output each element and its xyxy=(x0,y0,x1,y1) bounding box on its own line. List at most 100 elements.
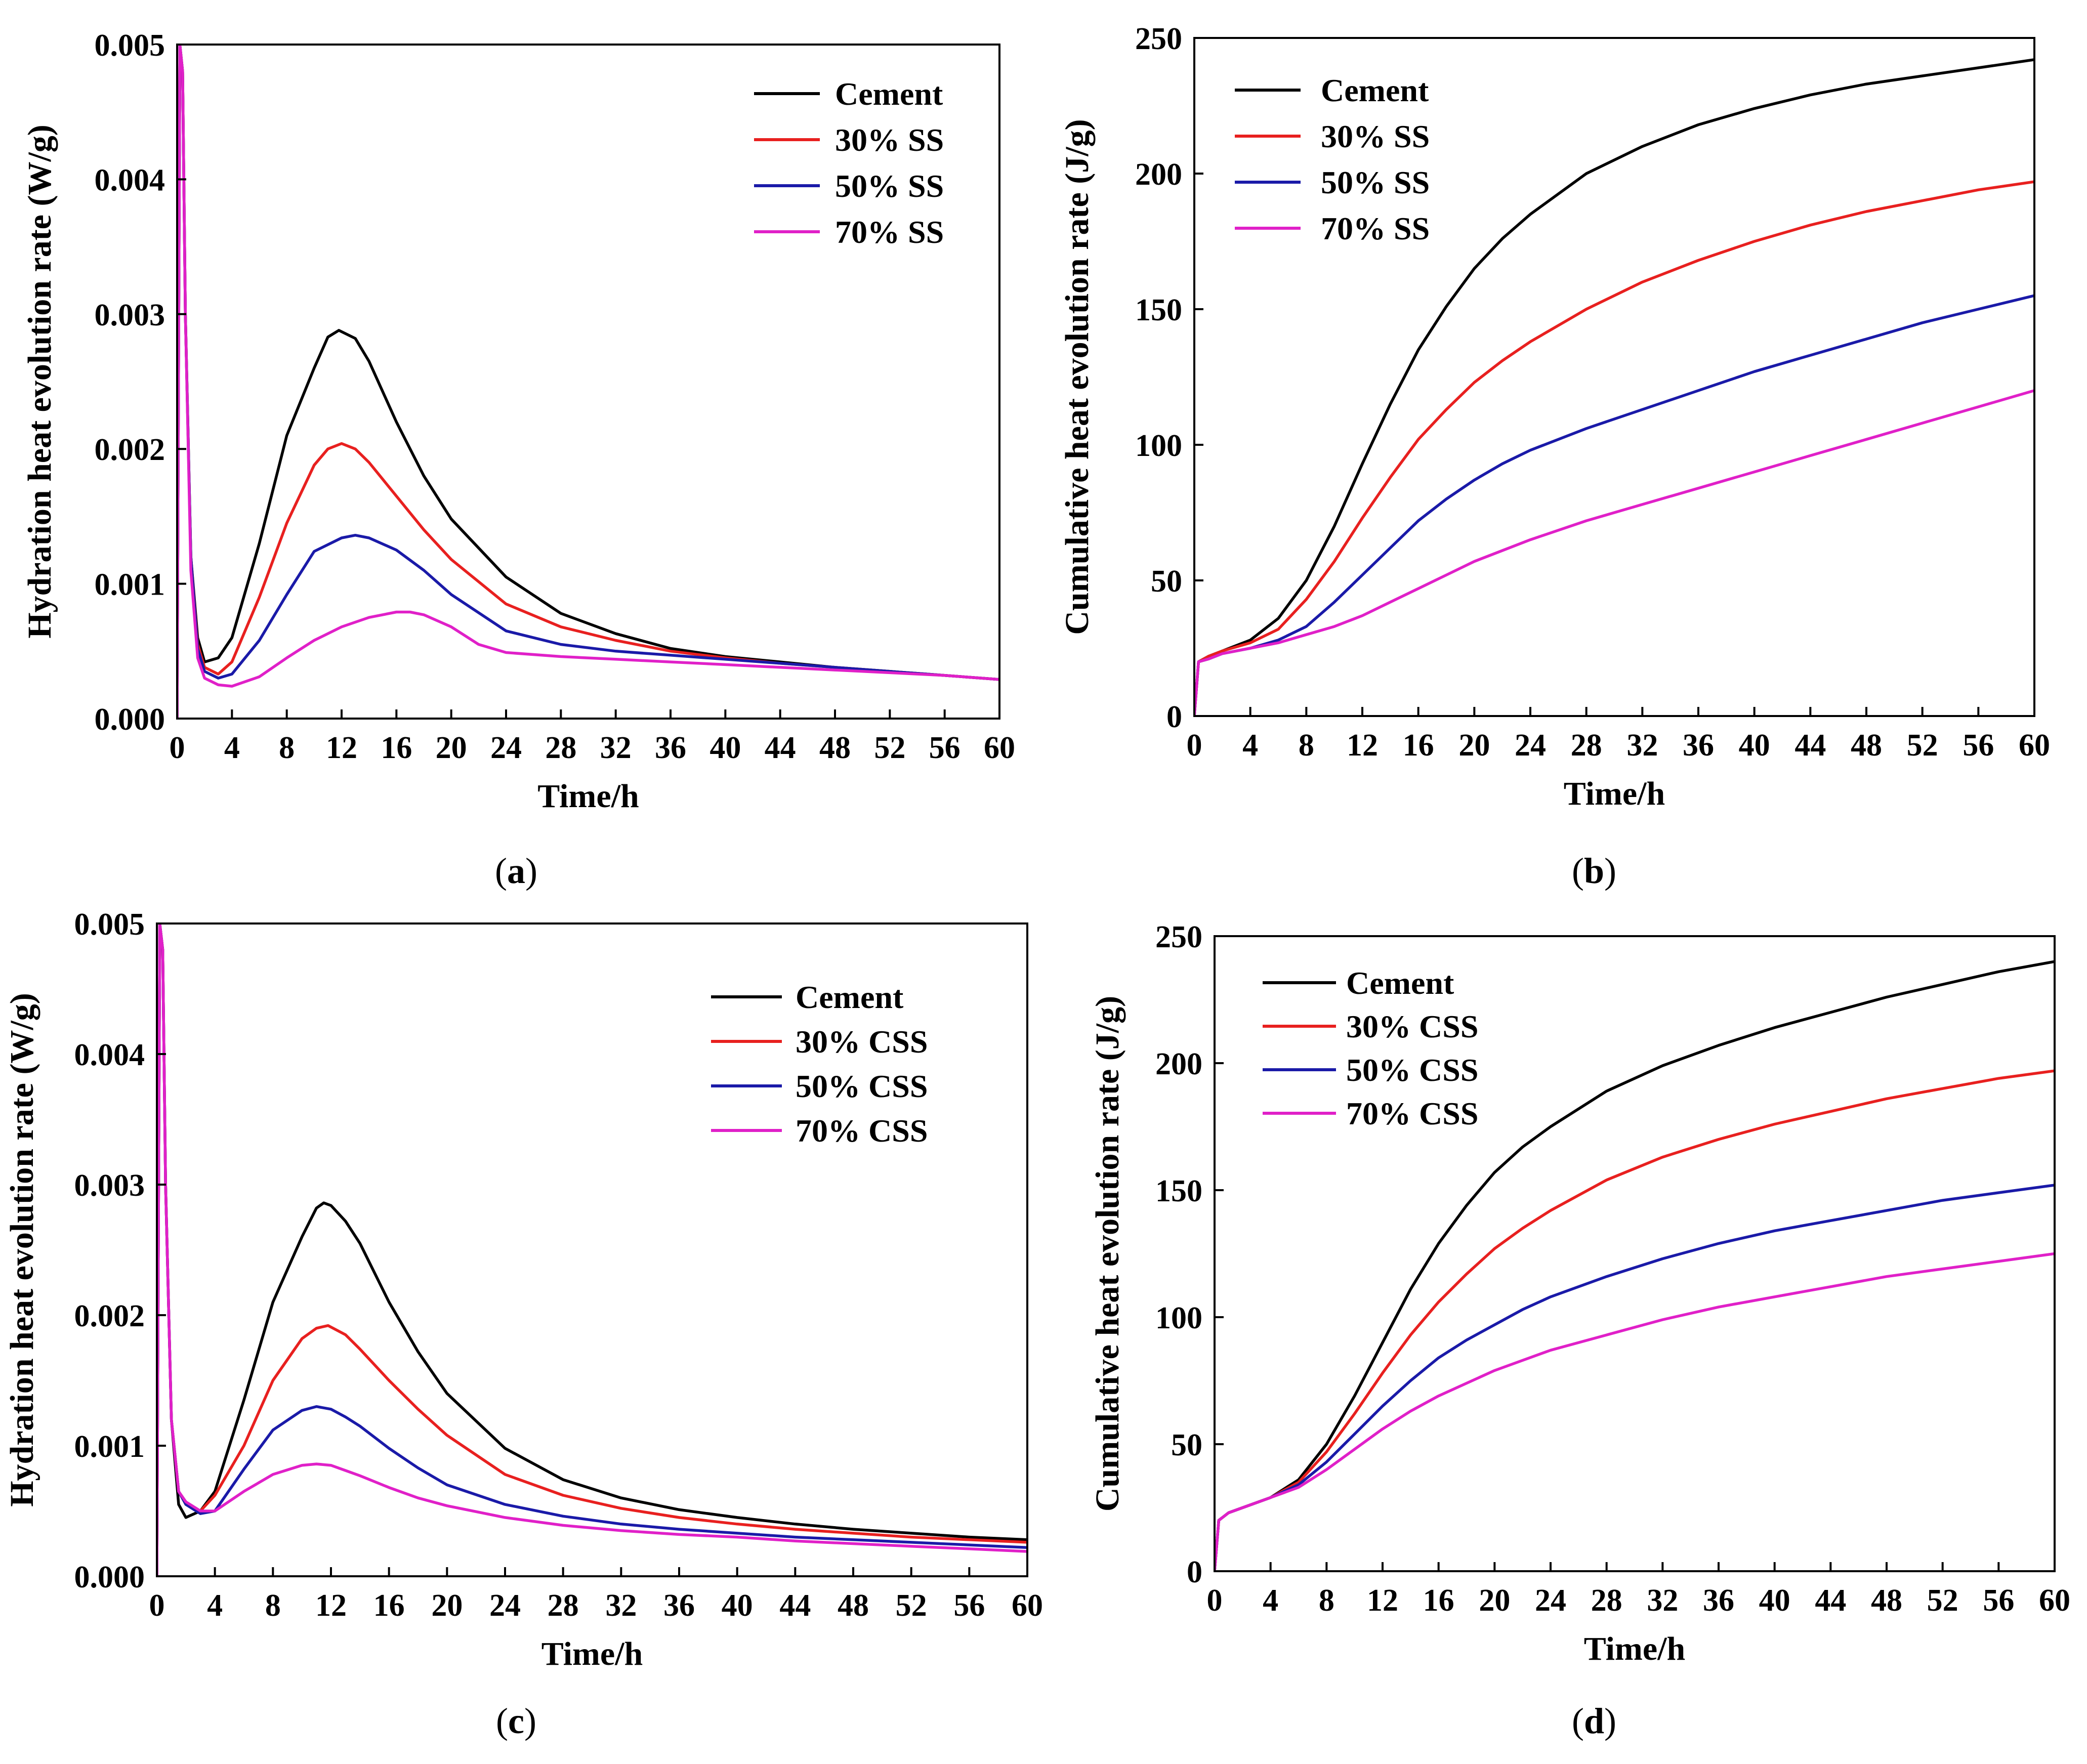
legend-label: 70% SS xyxy=(1321,211,1430,246)
series-line-70-css xyxy=(1215,1252,2055,1571)
legend-label: Cement xyxy=(796,979,904,1015)
series-line-30-css xyxy=(157,923,1027,1576)
series-line-cement xyxy=(1194,58,2034,716)
chart-panel-d: 0 4 8 12 16 20 24 28 32 36 40 44 48 52 56 6005010015020… xyxy=(1089,920,2070,1741)
x-tick-label: 44 xyxy=(765,731,796,765)
x-tick-label: 8 xyxy=(1299,728,1314,763)
x-tick-label: 56 xyxy=(953,1588,985,1623)
y-tick-label: 0.000 xyxy=(74,1560,145,1594)
legend-label: Cement xyxy=(835,76,943,112)
x-tick-label: 48 xyxy=(1871,1583,1902,1618)
y-tick-label: 250 xyxy=(1155,920,1202,954)
x-tick-label: 4 xyxy=(207,1588,223,1623)
x-tick-label: 56 xyxy=(1963,728,1994,763)
x-axis-title: Time/h xyxy=(1564,775,1665,812)
x-tick-label: 24 xyxy=(1515,728,1546,763)
x-tick-label: 48 xyxy=(838,1588,869,1623)
y-tick-label: 0.000 xyxy=(95,702,165,737)
chart-panel-b: 0 4 8 12 16 20 24 28 32 36 40 44 48 52 56 6005010015020… xyxy=(1059,22,2050,891)
y-tick-label: 0.005 xyxy=(74,907,145,942)
panel-caption: (b) xyxy=(1572,851,1616,891)
x-tick-label: 60 xyxy=(2039,1583,2070,1618)
x-tick-label: 12 xyxy=(315,1588,347,1623)
legend: Cement 30% SS 50% SS 70% SS xyxy=(1235,72,1430,246)
y-tick-label: 100 xyxy=(1135,429,1182,463)
series-line-30-ss xyxy=(1194,180,2034,716)
x-tick-label: 48 xyxy=(819,731,851,765)
plot-frame xyxy=(1193,37,2035,717)
x-tick-label: 56 xyxy=(1983,1583,2014,1618)
legend-label: 70% CSS xyxy=(796,1113,928,1149)
x-tick-label: 12 xyxy=(1347,728,1378,763)
y-tick-label: 200 xyxy=(1155,1047,1202,1081)
x-tick-label: 0 xyxy=(170,731,185,765)
legend-label: 70% SS xyxy=(835,214,944,250)
legend-label: 70% CSS xyxy=(1346,1096,1478,1131)
x-tick-label: 8 xyxy=(1319,1583,1334,1618)
y-tick-label: 0.002 xyxy=(74,1299,145,1333)
x-tick-label: 20 xyxy=(1458,728,1490,763)
x-tick-label: 48 xyxy=(1851,728,1882,763)
x-tick-label: 16 xyxy=(373,1588,405,1623)
x-tick-label: 0 xyxy=(1207,1583,1223,1618)
x-axis-title: Time/h xyxy=(537,778,639,815)
x-tick-label: 4 xyxy=(224,731,240,765)
series-line-70-css xyxy=(157,923,1027,1576)
x-tick-label: 52 xyxy=(1907,728,1938,763)
legend-label: 30% SS xyxy=(835,122,944,158)
legend: Cement 30% SS 50% SS 70% SS xyxy=(754,76,944,250)
x-tick-label: 16 xyxy=(1403,728,1434,763)
x-tick-label: 40 xyxy=(1759,1583,1790,1618)
y-tick-label: 100 xyxy=(1155,1301,1202,1335)
x-tick-label: 28 xyxy=(1571,728,1602,763)
y-axis-title: Cumulative heat evolution rate (J/g) xyxy=(1059,119,1096,635)
panel-caption: (d) xyxy=(1572,1701,1616,1741)
x-tick-label: 0 xyxy=(149,1588,165,1623)
x-tick-label: 60 xyxy=(1012,1588,1043,1623)
plot-frame xyxy=(156,922,1028,1577)
x-tick-label: 24 xyxy=(489,1588,521,1623)
x-tick-label: 28 xyxy=(548,1588,579,1623)
series-line-50-css xyxy=(157,923,1027,1576)
x-tick-label: 8 xyxy=(279,731,295,765)
x-tick-label: 52 xyxy=(896,1588,927,1623)
y-tick-label: 50 xyxy=(1151,564,1182,599)
x-tick-label: 40 xyxy=(1739,728,1770,763)
series-line-30-css xyxy=(1215,1069,2055,1571)
plot-frame xyxy=(1214,935,2056,1572)
x-tick-label: 40 xyxy=(722,1588,753,1623)
x-tick-label: 16 xyxy=(1423,1583,1454,1618)
legend-label: 30% CSS xyxy=(1346,1009,1478,1044)
y-axis-title: Cumulative heat evolution rate (J/g) xyxy=(1089,996,1126,1511)
series-group xyxy=(1215,960,2055,1571)
x-tick-label: 36 xyxy=(655,731,686,765)
x-tick-label: 60 xyxy=(984,731,1015,765)
x-tick-label: 44 xyxy=(779,1588,811,1623)
series-line-70-ss xyxy=(1194,389,2034,716)
y-tick-label: 250 xyxy=(1135,22,1182,56)
chart-panel-a: 0 4 8 12 16 20 24 28 32 36 40 44 48 52 56 600.0000.0010… xyxy=(21,28,1015,891)
x-tick-label: 44 xyxy=(1815,1583,1846,1618)
x-tick-label: 20 xyxy=(431,1588,463,1623)
y-tick-label: 0.001 xyxy=(74,1430,145,1464)
legend: Cement 30% CSS 50% CSS 70% CSS xyxy=(711,979,928,1149)
x-tick-label: 24 xyxy=(1535,1583,1566,1618)
series-line-50-ss xyxy=(1194,294,2034,716)
x-tick-label: 52 xyxy=(1927,1583,1958,1618)
y-tick-label: 0.005 xyxy=(95,28,165,63)
x-tick-label: 16 xyxy=(381,731,412,765)
y-tick-label: 50 xyxy=(1171,1428,1202,1462)
series-group xyxy=(157,923,1027,1576)
plot-frame xyxy=(176,44,1000,720)
x-tick-label: 36 xyxy=(1703,1583,1734,1618)
panel-caption: (a) xyxy=(495,851,537,891)
x-tick-label: 20 xyxy=(436,731,467,765)
x-tick-label: 12 xyxy=(1367,1583,1398,1618)
x-tick-label: 12 xyxy=(326,731,357,765)
y-tick-label: 0.004 xyxy=(74,1038,145,1072)
x-tick-label: 60 xyxy=(2019,728,2050,763)
series-line-70-ss xyxy=(177,45,999,719)
legend-label: 50% SS xyxy=(835,168,944,204)
x-tick-label: 0 xyxy=(1187,728,1202,763)
